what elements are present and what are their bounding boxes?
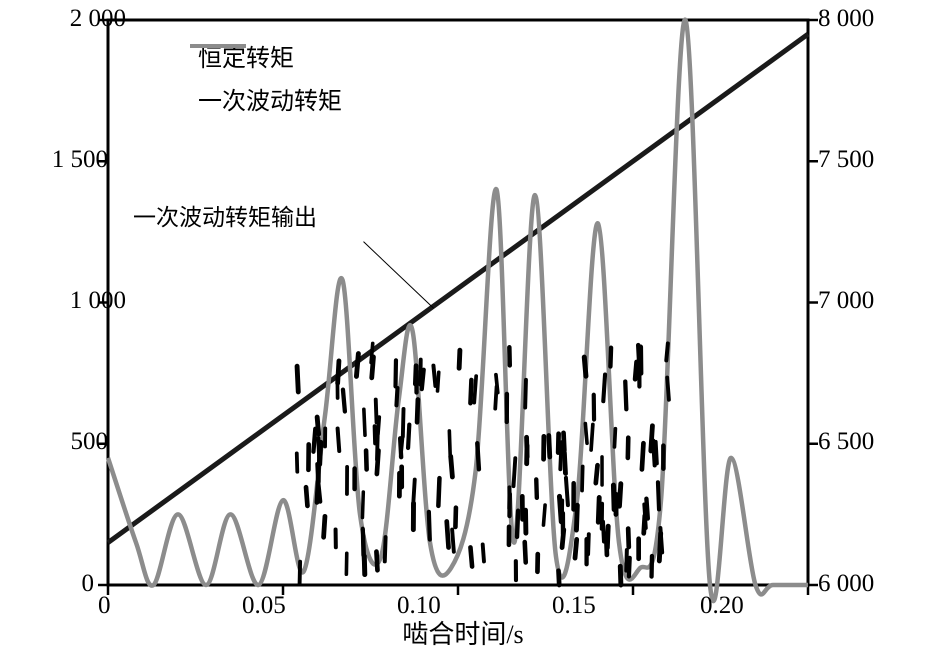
y-tick-left-2: 1 000 [70,287,126,315]
annotation-label: 一次波动转矩输出 [133,198,317,232]
x-tick-3: 0.15 [552,592,596,620]
x-tick-2: 0.10 [397,592,441,620]
legend-line-icon [188,38,248,54]
x-tick-1: 0.05 [242,592,286,620]
y-tick-right-1: 6 500 [818,428,874,456]
y-tick-right-3: 7 500 [818,146,874,174]
chart-svg [0,0,926,655]
y-tick-left-3: 1 500 [52,146,108,174]
y-tick-right-4: 8 000 [818,5,874,33]
y-tick-right-0: 6 000 [818,570,874,598]
legend-label-fluctuating-torque: 一次波动转矩 [198,81,342,116]
annotation-leader-line [364,242,434,309]
x-tick-4: 0.20 [700,592,744,620]
y-tick-left-1: 500 [71,428,109,456]
legend-container: 恒定转矩 一次波动转矩 [188,38,342,116]
legend-item-fluctuating-torque: 一次波动转矩 [188,81,342,116]
x-tick-0: 0 [98,592,111,620]
y-tick-left-0: 0 [82,570,95,598]
y-tick-right-2: 7 000 [818,287,874,315]
y-tick-left-4: 2 000 [70,5,126,33]
chart-container: 接触压力/MPa 转矩/(N·m) 啮合时间/s 0 500 1 000 1 5… [0,0,926,655]
